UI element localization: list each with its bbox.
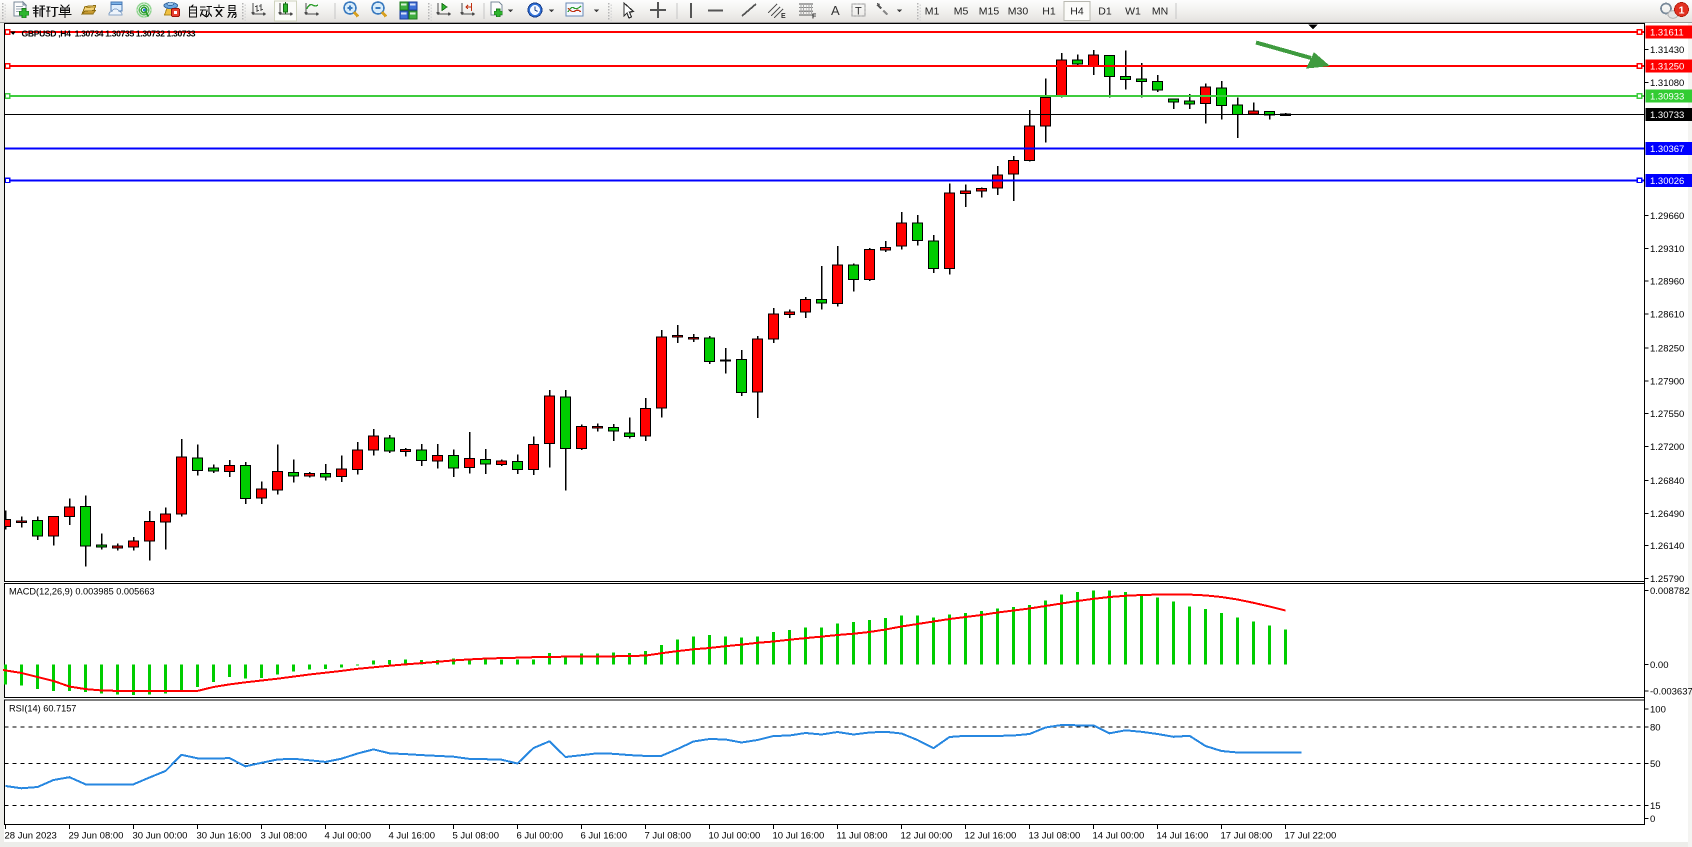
- svg-text:1.28960: 1.28960: [1650, 277, 1684, 288]
- svg-text:5 Jul 08:00: 5 Jul 08:00: [453, 831, 499, 842]
- svg-text:1.28250: 1.28250: [1650, 343, 1684, 354]
- svg-text:MN: MN: [1152, 6, 1168, 18]
- svg-text:1.31080: 1.31080: [1650, 78, 1684, 89]
- svg-text:1.29310: 1.29310: [1650, 244, 1684, 255]
- svg-text:6 Jul 00:00: 6 Jul 00:00: [517, 831, 563, 842]
- svg-text:H1: H1: [1042, 6, 1056, 18]
- svg-text:29 Jun 08:00: 29 Jun 08:00: [69, 831, 124, 842]
- svg-text:12 Jul 00:00: 12 Jul 00:00: [901, 831, 953, 842]
- svg-text:30 Jun 00:00: 30 Jun 00:00: [133, 831, 188, 842]
- svg-text:13 Jul 08:00: 13 Jul 08:00: [1029, 831, 1081, 842]
- svg-text:3 Jul 08:00: 3 Jul 08:00: [261, 831, 307, 842]
- svg-text:14 Jul 00:00: 14 Jul 00:00: [1093, 831, 1145, 842]
- svg-text:T: T: [855, 6, 862, 18]
- svg-text:80: 80: [1650, 723, 1661, 734]
- svg-text:1.30026: 1.30026: [1650, 176, 1684, 187]
- svg-text:M15: M15: [979, 6, 1000, 18]
- svg-text:1.26140: 1.26140: [1650, 541, 1684, 552]
- svg-text:W1: W1: [1125, 6, 1141, 18]
- svg-text:0: 0: [1650, 814, 1655, 825]
- svg-text:M5: M5: [954, 6, 969, 18]
- svg-text:10 Jul 16:00: 10 Jul 16:00: [773, 831, 825, 842]
- svg-text:11 Jul 08:00: 11 Jul 08:00: [837, 831, 888, 842]
- svg-text:7 Jul 08:00: 7 Jul 08:00: [645, 831, 691, 842]
- svg-text:0.00: 0.00: [1650, 660, 1669, 671]
- svg-text:1: 1: [1679, 4, 1685, 16]
- svg-text:50: 50: [1650, 759, 1661, 770]
- svg-text:A: A: [831, 3, 840, 18]
- svg-text:100: 100: [1650, 704, 1666, 715]
- svg-text:17 Jul 22:00: 17 Jul 22:00: [1285, 831, 1337, 842]
- svg-text:H4: H4: [1070, 6, 1084, 18]
- svg-text:1.26490: 1.26490: [1650, 509, 1684, 520]
- svg-text:4 Jul 00:00: 4 Jul 00:00: [325, 831, 371, 842]
- svg-text:E: E: [781, 13, 786, 20]
- svg-text:M1: M1: [925, 6, 940, 18]
- svg-text:1.25790: 1.25790: [1650, 574, 1684, 585]
- svg-text:1.31611: 1.31611: [1650, 28, 1684, 39]
- svg-text:-0.003637: -0.003637: [1650, 687, 1692, 698]
- svg-text:RSI(14) 60.7157: RSI(14) 60.7157: [9, 703, 76, 713]
- svg-text:0.008782: 0.008782: [1650, 586, 1690, 597]
- svg-text:1.28610: 1.28610: [1650, 310, 1684, 321]
- svg-text:1.27550: 1.27550: [1650, 409, 1684, 420]
- svg-text:10 Jul 00:00: 10 Jul 00:00: [709, 831, 761, 842]
- svg-text:1.27900: 1.27900: [1650, 376, 1684, 387]
- svg-text:MACD(12,26,9) 0.003985 0.00566: MACD(12,26,9) 0.003985 0.005663: [9, 586, 155, 596]
- svg-text:17 Jul 08:00: 17 Jul 08:00: [1221, 831, 1273, 842]
- svg-text:1.30933: 1.30933: [1650, 92, 1684, 103]
- svg-text:14 Jul 16:00: 14 Jul 16:00: [1157, 831, 1209, 842]
- svg-text:1.26840: 1.26840: [1650, 476, 1684, 487]
- svg-text:28 Jun 2023: 28 Jun 2023: [5, 831, 57, 842]
- svg-text:1.30367: 1.30367: [1650, 144, 1684, 155]
- svg-text:1.31250: 1.31250: [1650, 62, 1684, 73]
- svg-text:6 Jul 16:00: 6 Jul 16:00: [581, 831, 627, 842]
- svg-text:15: 15: [1650, 801, 1661, 812]
- svg-text:F: F: [812, 14, 817, 21]
- svg-text:1.29660: 1.29660: [1650, 211, 1684, 222]
- svg-text:1.31430: 1.31430: [1650, 45, 1684, 56]
- svg-text:1.27200: 1.27200: [1650, 442, 1684, 453]
- svg-text:12 Jul 16:00: 12 Jul 16:00: [965, 831, 1017, 842]
- svg-text:1.30733: 1.30733: [1650, 110, 1684, 121]
- svg-text:M30: M30: [1008, 6, 1029, 18]
- svg-text:4 Jul 16:00: 4 Jul 16:00: [389, 831, 435, 842]
- svg-text:D1: D1: [1098, 6, 1112, 18]
- svg-text:30 Jun 16:00: 30 Jun 16:00: [197, 831, 252, 842]
- svg-text:GBPUSD ,H4 1.30734 1.30735 1.: GBPUSD ,H4 1.30734 1.30735 1.30732 1.307…: [22, 28, 196, 38]
